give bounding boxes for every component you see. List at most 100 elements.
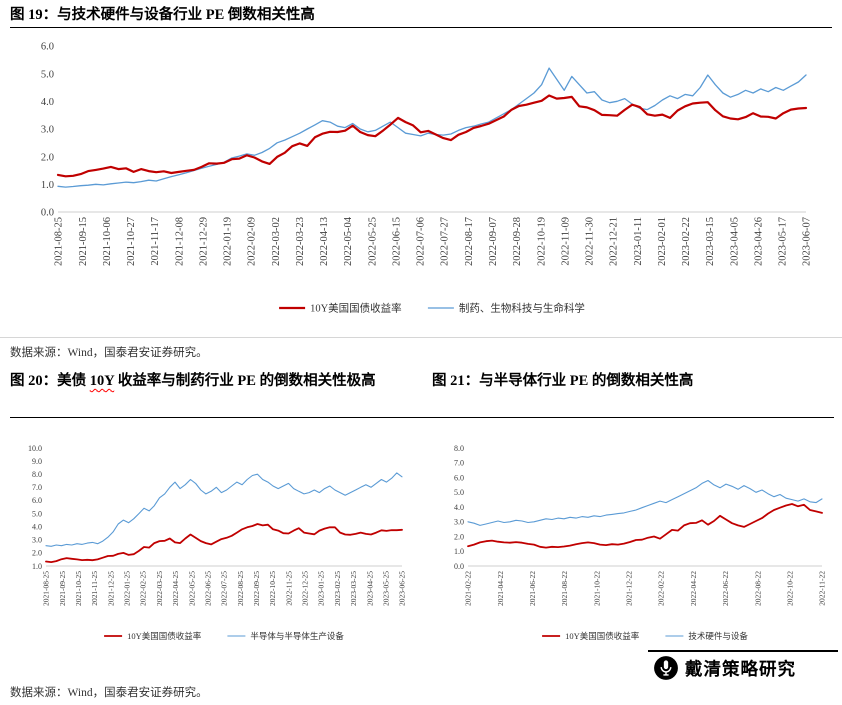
figure19-title: 图 19：与技术硬件与设备行业 PE 倒数相关性高 [10,5,315,27]
svg-text:4.0: 4.0 [32,523,42,532]
svg-text:2022-07-06: 2022-07-06 [416,217,427,266]
svg-text:2022-02-09: 2022-02-09 [247,217,258,266]
svg-text:2022-06-22: 2022-06-22 [721,571,730,606]
svg-text:2023-03-25: 2023-03-25 [349,571,358,606]
figure19-chart: 0.0 1.0 2.0 3.0 4.0 5.0 6.0 2021-08-25 2021-09-1… [41,42,813,315]
source-note-top: 数据来源：Wind，国泰君安证券研究。 [10,347,208,359]
svg-text:2022-01-25: 2022-01-25 [123,571,132,606]
svg-text:2022-06-15: 2022-06-15 [392,217,403,266]
svg-text:2022-11-30: 2022-11-30 [585,217,596,266]
svg-text:3.0: 3.0 [454,518,464,527]
svg-text:2023-02-25: 2023-02-25 [333,571,342,606]
svg-text:2022-03-23: 2022-03-23 [295,217,306,266]
svg-text:1.0: 1.0 [454,547,464,556]
svg-text:7.0: 7.0 [32,483,42,492]
svg-text:2022-02-25: 2022-02-25 [139,571,148,606]
section-divider [0,337,842,338]
svg-text:2023-04-26: 2023-04-26 [753,217,764,266]
svg-text:2022-05-04: 2022-05-04 [343,216,354,266]
svg-text:9.0: 9.0 [32,457,42,466]
figure20-title-prefix: 图 20：美债 [10,373,90,389]
svg-text:2022-01-19: 2022-01-19 [223,217,234,266]
svg-text:2022-09-07: 2022-09-07 [488,217,499,266]
svg-text:2021-12-25: 2021-12-25 [106,571,115,606]
svg-text:2022-08-25: 2022-08-25 [236,571,245,606]
svg-text:4.0: 4.0 [454,503,464,512]
svg-text:6.0: 6.0 [41,42,54,53]
svg-text:2021-09-25: 2021-09-25 [58,571,67,606]
svg-text:2.0: 2.0 [32,549,42,558]
brand-name: 戴清策略研究 [685,658,796,679]
svg-text:10.0: 10.0 [28,444,42,453]
svg-text:2022-05-25: 2022-05-25 [187,571,196,606]
microphone-icon [654,656,678,680]
svg-text:6.0: 6.0 [32,496,42,505]
svg-text:2023-03-15: 2023-03-15 [705,217,716,266]
svg-text:2021-10-25: 2021-10-25 [74,571,83,606]
svg-text:2021-11-25: 2021-11-25 [90,571,99,606]
svg-text:2023-06-25: 2023-06-25 [398,571,407,606]
svg-text:10Y美国国债收益率: 10Y美国国债收益率 [565,631,640,641]
svg-text:2022-08-22: 2022-08-22 [753,571,762,606]
svg-text:2023-02-01: 2023-02-01 [657,217,668,266]
svg-text:2022-09-25: 2022-09-25 [252,571,261,606]
svg-text:2021-06-22: 2021-06-22 [528,571,537,606]
svg-text:0.0: 0.0 [41,208,54,219]
svg-text:10Y美国国债收益率: 10Y美国国债收益率 [127,631,202,641]
svg-text:2022-04-13: 2022-04-13 [319,217,330,266]
svg-text:2023-05-17: 2023-05-17 [778,217,789,266]
figure20-chart: 1.0 2.0 3.0 4.0 5.0 6.0 7.0 8.0 9.0 10.0 2021-08-2… [28,444,407,641]
svg-text:2022-03-02: 2022-03-02 [271,217,282,266]
svg-text:2022-10-25: 2022-10-25 [268,571,277,606]
brand-rule [648,650,838,652]
figure20-title-spellcheck: 10Y [89,373,115,389]
svg-text:2022-06-25: 2022-06-25 [203,571,212,606]
svg-text:1.0: 1.0 [32,562,42,571]
figure20-title: 图 20：美债 10Y 收益率与制药行业 PE 的倒数相关性极高 [10,371,416,393]
svg-text:1.0: 1.0 [41,180,54,191]
svg-text:2022-11-22: 2022-11-22 [818,571,827,606]
svg-text:2021-02-22: 2021-02-22 [464,571,473,606]
svg-text:5.0: 5.0 [454,488,464,497]
figure21-chart: 0.0 1.0 2.0 3.0 4.0 5.0 6.0 7.0 8.0 2021-02-22 202… [454,444,827,641]
source-note-bottom: 数据来源：Wind，国泰君安证券研究。 [10,687,208,699]
svg-text:2022-12-25: 2022-12-25 [301,571,310,606]
svg-text:2022-07-25: 2022-07-25 [220,571,229,606]
figure20-title-suffix: 收益率与制药行业 PE 的倒数相关性极高 [114,373,376,389]
svg-text:2023-04-05: 2023-04-05 [729,217,740,266]
svg-text:2022-09-28: 2022-09-28 [512,217,523,266]
svg-text:0.0: 0.0 [454,562,464,571]
figure21-title: 图 21：与半导体行业 PE 的倒数相关性高 [432,371,834,393]
svg-text:2021-12-29: 2021-12-29 [198,217,209,266]
svg-text:2022-05-25: 2022-05-25 [367,217,378,266]
svg-text:2021-09-15: 2021-09-15 [78,217,89,266]
svg-text:2022-08-17: 2022-08-17 [464,217,475,266]
svg-text:5.0: 5.0 [32,509,42,518]
svg-text:2021-10-22: 2021-10-22 [592,571,601,606]
svg-text:制药、生物科技与生命科学: 制药、生物科技与生命科学 [459,302,585,315]
brand-logo: 戴清策略研究 [653,655,796,681]
svg-text:2021-12-22: 2021-12-22 [625,571,634,606]
svg-text:2.0: 2.0 [41,152,54,163]
svg-text:10Y美国国债收益率: 10Y美国国债收益率 [310,302,402,315]
svg-text:2.0: 2.0 [454,532,464,541]
svg-text:2023-01-25: 2023-01-25 [317,571,326,606]
svg-text:3.0: 3.0 [32,536,42,545]
svg-text:2022-10-22: 2022-10-22 [785,571,794,606]
svg-text:2023-05-25: 2023-05-25 [381,571,390,606]
svg-text:2021-08-22: 2021-08-22 [560,571,569,606]
svg-text:2023-06-07: 2023-06-07 [802,217,813,266]
svg-text:2022-12-21: 2022-12-21 [609,217,620,266]
svg-text:2023-02-22: 2023-02-22 [681,217,692,266]
svg-text:2023-04-25: 2023-04-25 [365,571,374,606]
svg-text:2022-02-22: 2022-02-22 [657,571,666,606]
svg-text:2021-10-27: 2021-10-27 [126,217,137,266]
svg-text:2023-01-11: 2023-01-11 [633,217,644,266]
svg-text:半导体与半导体生产设备: 半导体与半导体生产设备 [250,631,344,641]
svg-text:6.0: 6.0 [454,473,464,482]
svg-text:2021-12-08: 2021-12-08 [174,217,185,266]
svg-text:2021-08-25: 2021-08-25 [54,217,65,266]
svg-text:5.0: 5.0 [41,69,54,80]
svg-text:2022-11-25: 2022-11-25 [284,571,293,606]
